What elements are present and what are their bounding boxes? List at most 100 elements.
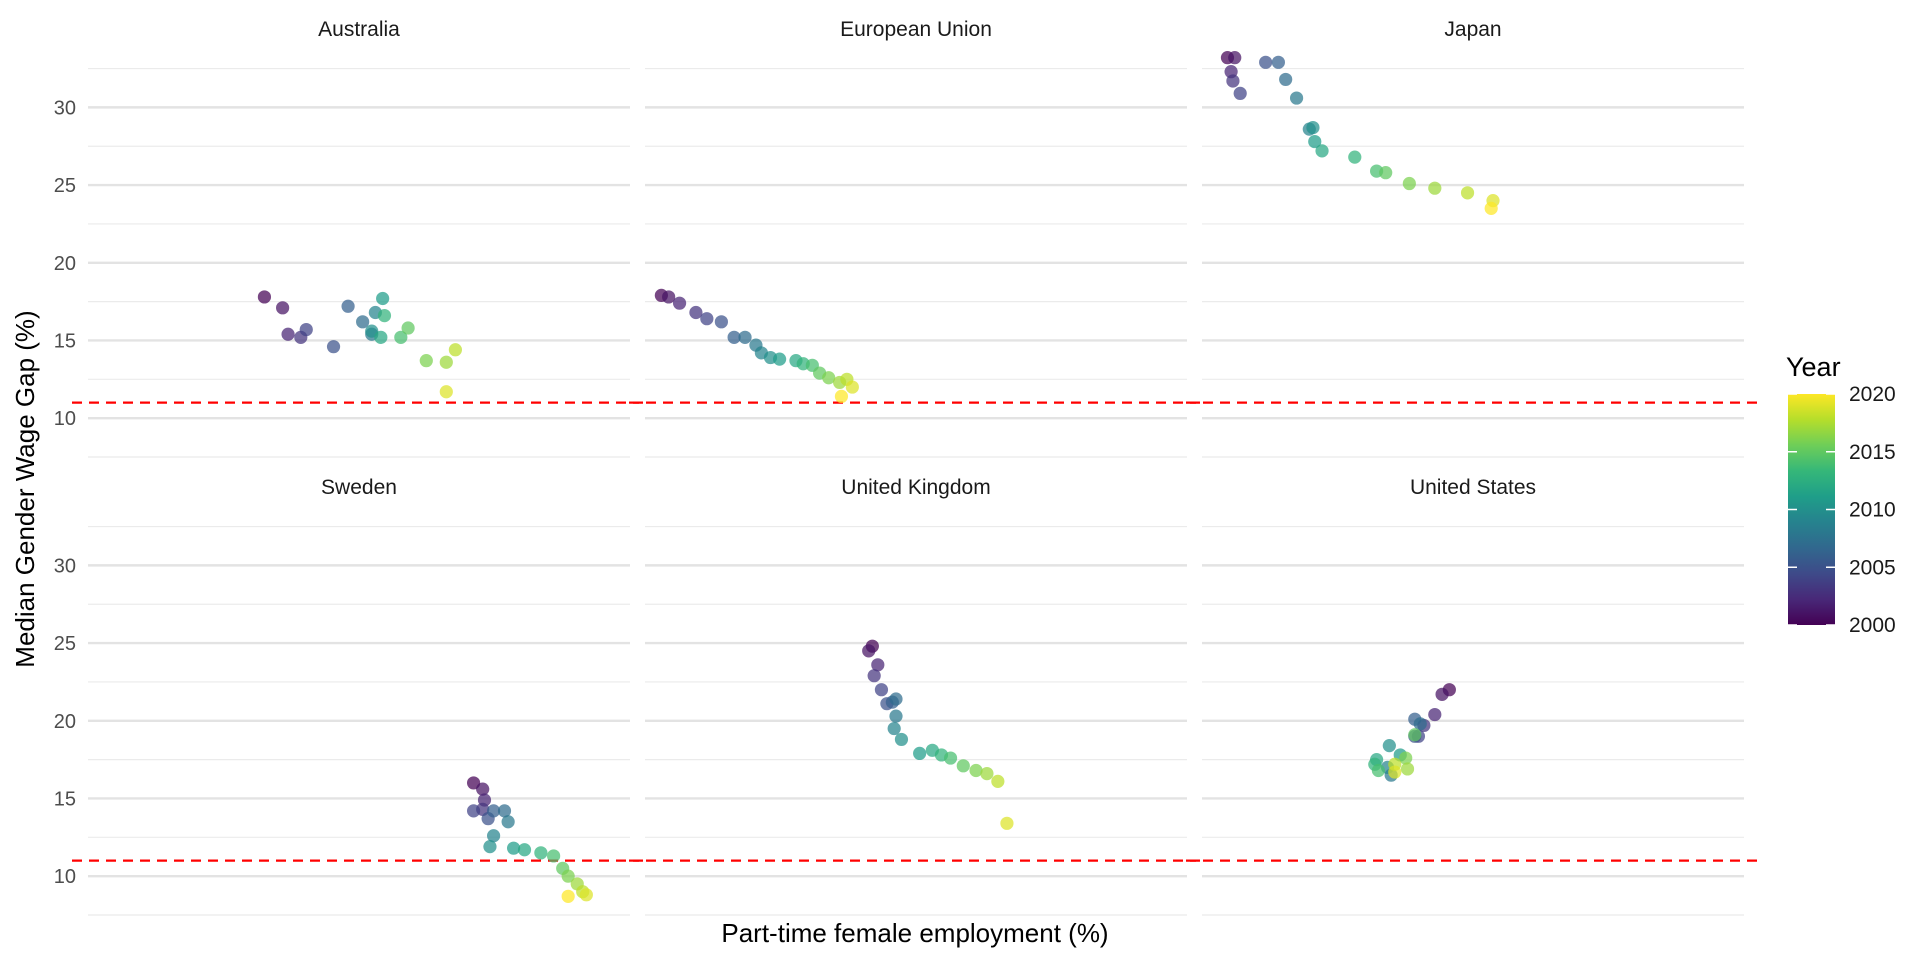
facet-title: United Kingdom <box>841 476 990 499</box>
data-point <box>1399 751 1413 765</box>
data-point <box>356 315 370 329</box>
facet-panel-united-kingdom: United Kingdom <box>629 476 1203 916</box>
data-point <box>894 732 909 747</box>
data-point <box>497 804 512 818</box>
y-axis-title: Median Gender Wage Gap (%) <box>10 310 40 667</box>
data-point <box>439 355 453 369</box>
y-tick-label: 30 <box>54 555 76 577</box>
facet-panel-australia: Australia 10 15 20 25 30 <box>54 18 646 458</box>
data-point <box>1233 86 1247 100</box>
data-point <box>969 763 983 778</box>
legend-tick-label: 2010 <box>1849 499 1896 522</box>
data-point <box>738 330 752 344</box>
data-point <box>534 846 548 860</box>
legend-title: Year <box>1786 352 1841 382</box>
data-point <box>506 841 521 855</box>
data-point <box>1228 51 1242 65</box>
facet-panel-european-union: European Union <box>629 18 1203 458</box>
data-point <box>439 385 453 399</box>
data-point <box>419 354 433 368</box>
facet-title: Sweden <box>321 476 397 499</box>
data-point <box>887 721 901 736</box>
y-tick-label: 10 <box>54 408 76 430</box>
facet-title: United States <box>1410 476 1536 499</box>
data-point <box>862 644 876 658</box>
data-point <box>476 782 490 796</box>
data-point <box>1402 176 1416 191</box>
y-tick-label: 15 <box>54 788 76 810</box>
legend-tick-label: 2015 <box>1849 441 1896 464</box>
y-tick-label: 15 <box>54 330 76 352</box>
legend-tick-label: 2020 <box>1849 383 1896 406</box>
facet-title: Australia <box>318 18 400 41</box>
data-point <box>1460 186 1475 200</box>
data-point <box>943 751 958 765</box>
data-point <box>700 312 714 326</box>
data-point <box>326 340 341 354</box>
data-point <box>980 767 994 781</box>
x-axis-title: Part-time female employment (%) <box>721 918 1108 948</box>
data-point <box>1279 72 1293 87</box>
data-point <box>281 327 295 341</box>
data-point <box>257 290 272 304</box>
data-point <box>394 330 408 344</box>
data-point <box>1289 91 1304 105</box>
data-point <box>727 330 741 344</box>
data-point <box>466 804 481 818</box>
facet-title: European Union <box>840 18 992 41</box>
data-point <box>1413 717 1427 731</box>
data-point <box>822 371 836 385</box>
data-point <box>1000 816 1014 830</box>
data-point <box>1371 763 1386 778</box>
data-point <box>1226 74 1240 88</box>
data-point <box>1428 707 1442 722</box>
data-point <box>374 330 388 344</box>
data-point <box>874 683 889 697</box>
data-point <box>276 301 290 315</box>
data-point <box>448 343 462 357</box>
data-point <box>834 389 849 403</box>
legend-tick-label: 2005 <box>1849 556 1896 579</box>
data-point <box>689 305 703 320</box>
data-point <box>517 843 532 857</box>
data-point <box>672 296 687 310</box>
data-point <box>1315 144 1329 158</box>
data-point <box>1348 150 1362 164</box>
facet-panel-united-states: United States <box>1186 476 1760 916</box>
data-point <box>1379 166 1393 180</box>
data-point <box>401 321 415 335</box>
y-tick-label: 20 <box>54 253 76 275</box>
data-point <box>1259 55 1273 69</box>
data-point <box>1428 181 1442 195</box>
data-point <box>376 291 390 306</box>
y-tick-label: 30 <box>54 97 76 119</box>
data-point <box>1400 762 1415 776</box>
data-point <box>377 309 392 323</box>
y-tick-label: 10 <box>54 866 76 888</box>
data-point <box>1484 201 1498 215</box>
data-point <box>579 888 593 902</box>
data-point <box>1308 134 1322 149</box>
data-point <box>913 746 927 761</box>
data-point <box>486 804 501 818</box>
data-point <box>299 322 313 337</box>
y-tick-label: 20 <box>54 711 76 733</box>
y-tick-label: 25 <box>54 633 76 655</box>
data-point <box>486 829 501 843</box>
data-point <box>1435 687 1449 701</box>
y-tick-label: 25 <box>54 175 76 197</box>
legend-tick-label: 2000 <box>1849 614 1896 637</box>
data-point <box>547 849 561 863</box>
data-point <box>889 692 903 706</box>
data-point <box>561 889 575 903</box>
data-point <box>1306 120 1320 135</box>
year-legend: Year 2000 2005 2010 2015 2020 <box>1786 352 1896 637</box>
data-point <box>714 315 728 329</box>
data-point <box>1382 739 1396 753</box>
data-point <box>956 759 970 773</box>
facet-panel-sweden: Sweden 10 15 20 25 30 <box>54 476 646 916</box>
data-point <box>662 290 676 304</box>
data-point <box>772 352 787 366</box>
